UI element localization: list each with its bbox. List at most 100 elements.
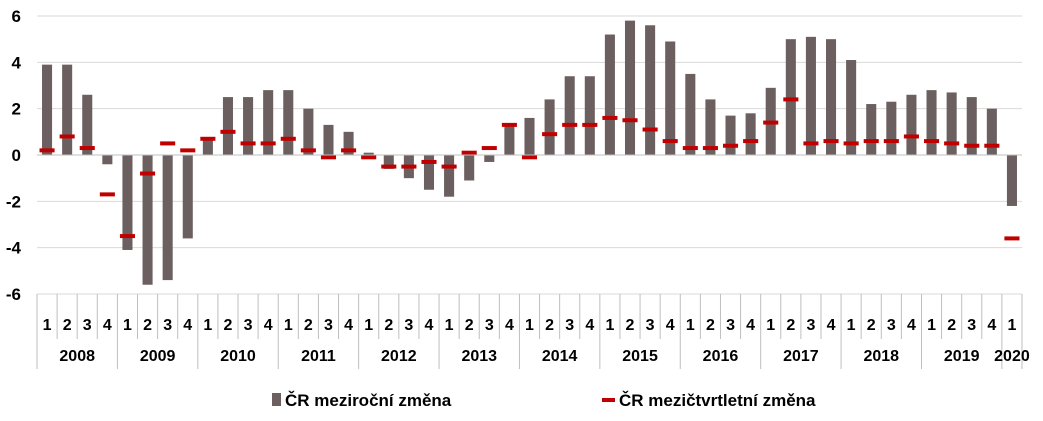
bar-yoy — [202, 138, 213, 155]
bar-yoy — [423, 155, 435, 190]
quarter-label: 2 — [63, 317, 72, 334]
marker-qoq — [924, 139, 940, 144]
bar-yoy — [243, 97, 254, 155]
y-tick-label: -6 — [6, 285, 21, 304]
marker-qoq — [803, 141, 819, 146]
quarter-label: 2 — [947, 317, 956, 334]
quarter-label: 2 — [304, 317, 313, 334]
marker-qoq — [542, 132, 558, 137]
quarter-label: 3 — [887, 317, 896, 334]
quarter-label: 3 — [565, 317, 574, 334]
bar-yoy — [826, 39, 837, 155]
marker-qoq — [722, 143, 739, 148]
y-tick-label: 0 — [12, 146, 21, 165]
marker-qoq — [280, 136, 296, 141]
year-label: 2017 — [783, 348, 819, 365]
year-label: 2015 — [622, 348, 658, 365]
quarter-label: 1 — [605, 317, 614, 334]
bar-yoy — [222, 97, 233, 155]
quarter-label: 3 — [806, 317, 815, 334]
bar-yoy — [745, 113, 756, 155]
marker-qoq — [622, 118, 638, 123]
quarter-label: 3 — [967, 317, 976, 334]
year-label: 2016 — [703, 348, 739, 365]
marker-qoq — [461, 150, 477, 155]
bar-yoy — [524, 117, 535, 155]
bar-yoy — [846, 60, 857, 156]
marker-qoq — [341, 148, 357, 153]
year-label: 2012 — [381, 348, 417, 365]
quarter-label: 2 — [626, 317, 635, 334]
marker-layer — [39, 97, 1020, 241]
quarter-label: 2 — [545, 317, 554, 334]
bar-yoy — [866, 104, 877, 155]
bar-yoy — [966, 97, 977, 155]
marker-qoq — [39, 148, 55, 153]
year-label: 2013 — [461, 348, 497, 365]
year-label: 2014 — [542, 348, 578, 365]
bar-yoy — [42, 64, 53, 155]
quarter-label: 1 — [1007, 317, 1016, 334]
marker-qoq — [200, 136, 216, 141]
bar-yoy — [444, 155, 455, 197]
year-label: 2011 — [301, 348, 336, 365]
quarter-label: 4 — [987, 317, 996, 334]
marker-qoq — [260, 141, 276, 146]
marker-qoq — [481, 146, 497, 151]
year-label: 2019 — [944, 348, 980, 365]
marker-qoq — [823, 139, 839, 144]
axis-layer: -6 -4 -2 0 2 4 6 2008 2009 2010 2011 2012 2013 2014 20… — [6, 7, 1030, 369]
year-label: 2010 — [220, 348, 256, 365]
bar-yoy — [62, 64, 73, 155]
quarter-label: 2 — [706, 317, 715, 334]
quarter-label: 2 — [465, 317, 474, 334]
bar-yoy — [805, 36, 816, 155]
marker-qoq — [883, 139, 899, 144]
bar-yoy — [363, 152, 374, 155]
quarter-label: 4 — [183, 317, 192, 334]
bar-yoy — [564, 76, 575, 155]
quarter-label: 4 — [746, 317, 755, 334]
marker-qoq — [300, 148, 316, 153]
marker-qoq — [401, 164, 417, 169]
bar-yoy — [624, 20, 636, 156]
quarter-label: 1 — [847, 317, 856, 334]
y-tick-label: 4 — [12, 53, 22, 72]
marker-qoq — [521, 155, 538, 160]
legend-marker-swatch — [602, 398, 615, 402]
quarter-label: 4 — [425, 317, 434, 334]
bar-yoy — [946, 92, 957, 155]
quarter-label: 1 — [686, 317, 695, 334]
quarter-label: 2 — [224, 317, 233, 334]
bar-yoy — [464, 155, 475, 181]
quarter-label: 4 — [505, 317, 514, 334]
bar-yoy — [504, 124, 515, 155]
quarter-label: 3 — [485, 317, 494, 334]
quarter-label: 1 — [525, 317, 534, 334]
marker-qoq — [863, 139, 879, 144]
y-tick-label: -2 — [6, 192, 21, 211]
marker-qoq — [160, 141, 176, 146]
marker-qoq — [240, 141, 256, 146]
quarter-label: 3 — [404, 317, 413, 334]
marker-qoq — [964, 143, 980, 148]
y-tick-label: 6 — [12, 7, 21, 26]
quarter-label: 2 — [384, 317, 393, 334]
bar-yoy — [926, 90, 937, 155]
bar-yoy — [142, 155, 153, 285]
bar-yoy — [263, 90, 274, 155]
bar-yoy — [82, 94, 93, 155]
legend-bar-swatch — [272, 393, 281, 406]
marker-qoq — [903, 134, 919, 139]
marker-qoq — [642, 127, 658, 132]
bar-yoy — [323, 124, 334, 155]
marker-qoq — [180, 148, 196, 153]
quarter-label: 3 — [83, 317, 92, 334]
quarter-label: 3 — [646, 317, 655, 334]
marker-qoq — [79, 146, 95, 151]
marker-qoq — [1004, 236, 1020, 241]
legend-label-qoq: ČR mezičtvrtletní změna — [619, 391, 816, 410]
marker-qoq — [602, 115, 618, 120]
